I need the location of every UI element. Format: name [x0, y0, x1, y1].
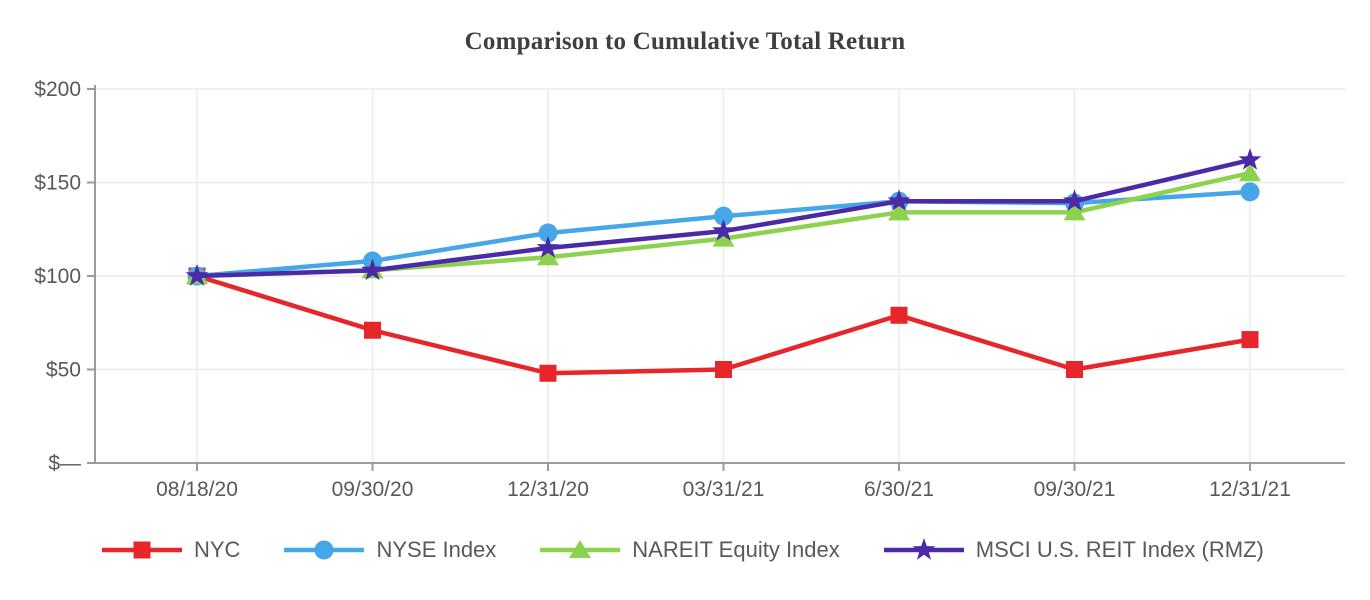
series-msci-u-s-reit-index-rmz: [185, 148, 1262, 286]
gridlines: [95, 88, 1345, 463]
x-tick-label: 12/31/20: [507, 478, 589, 501]
y-tick-labels: $200 $150 $100 $50 $—: [34, 78, 81, 475]
legend-circle-marker-icon: [284, 540, 365, 560]
data-point-marker: [185, 264, 209, 286]
legend: NYC NYSE Index NAREIT Equity Index MSCI U.S…: [100, 536, 1264, 564]
legend-item-nyc: NYC: [100, 536, 240, 564]
data-point-marker: [712, 228, 735, 247]
x-tick-label: 08/18/20: [156, 478, 238, 501]
data-point-marker: [1239, 163, 1261, 182]
data-point-marker: [539, 364, 557, 382]
legend-star-marker-icon: [883, 538, 964, 560]
data-point-marker: [1241, 331, 1259, 349]
data-point-marker: [712, 219, 735, 241]
data-point-marker: [364, 321, 381, 339]
data-point-marker: [537, 247, 559, 266]
legend-square-marker-icon: [102, 541, 182, 559]
x-tick-labels: 08/18/20 09/30/20 12/31/20 03/31/21 6/30/21 0…: [156, 478, 1291, 501]
y-tick-label: $50: [46, 359, 81, 382]
axes: [87, 85, 1345, 471]
data-point-marker: [890, 306, 908, 324]
legend-label: MSCI U.S. REIT Index (RMZ): [975, 537, 1264, 562]
data-point-marker: [361, 258, 384, 281]
y-tick-label: $—: [48, 452, 81, 475]
data-point-marker: [1063, 189, 1086, 211]
y-tick-label: $150: [34, 172, 81, 195]
data-point-marker: [715, 361, 732, 378]
data-point-marker: [1066, 361, 1083, 378]
x-tick-label: 12/31/21: [1209, 478, 1291, 501]
legend-label: NYC: [194, 537, 241, 562]
legend-item-nyse-index: NYSE Index: [282, 536, 496, 564]
data-point-marker: [888, 202, 910, 221]
legend-item-nareit-equity-index: NAREIT Equity Index: [538, 536, 840, 564]
x-tick-label: 09/30/20: [332, 478, 414, 501]
data-point-marker: [536, 236, 560, 258]
y-tick-label: $100: [34, 265, 81, 288]
legend-label: NAREIT Equity Index: [632, 537, 840, 562]
data-point-marker: [1240, 182, 1260, 202]
data-point-marker: [1063, 202, 1086, 221]
data-point-marker: [538, 223, 558, 243]
data-point-marker: [1238, 148, 1262, 170]
chart-title: Comparison to Cumulative Total Return: [464, 28, 906, 55]
legend-item-msci-u-s-reit-index-rmz: MSCI U.S. REIT Index (RMZ): [882, 536, 1264, 564]
data-point-marker: [714, 206, 733, 226]
y-tick-label: $200: [34, 78, 81, 101]
legend-label: NYSE Index: [376, 537, 497, 562]
x-tick-label: 03/31/21: [683, 478, 765, 501]
data-point-marker: [887, 189, 911, 211]
x-tick-label: 6/30/21: [864, 478, 934, 501]
legend-triangle-marker-icon: [540, 540, 621, 558]
x-tick-label: 09/30/21: [1034, 478, 1116, 501]
